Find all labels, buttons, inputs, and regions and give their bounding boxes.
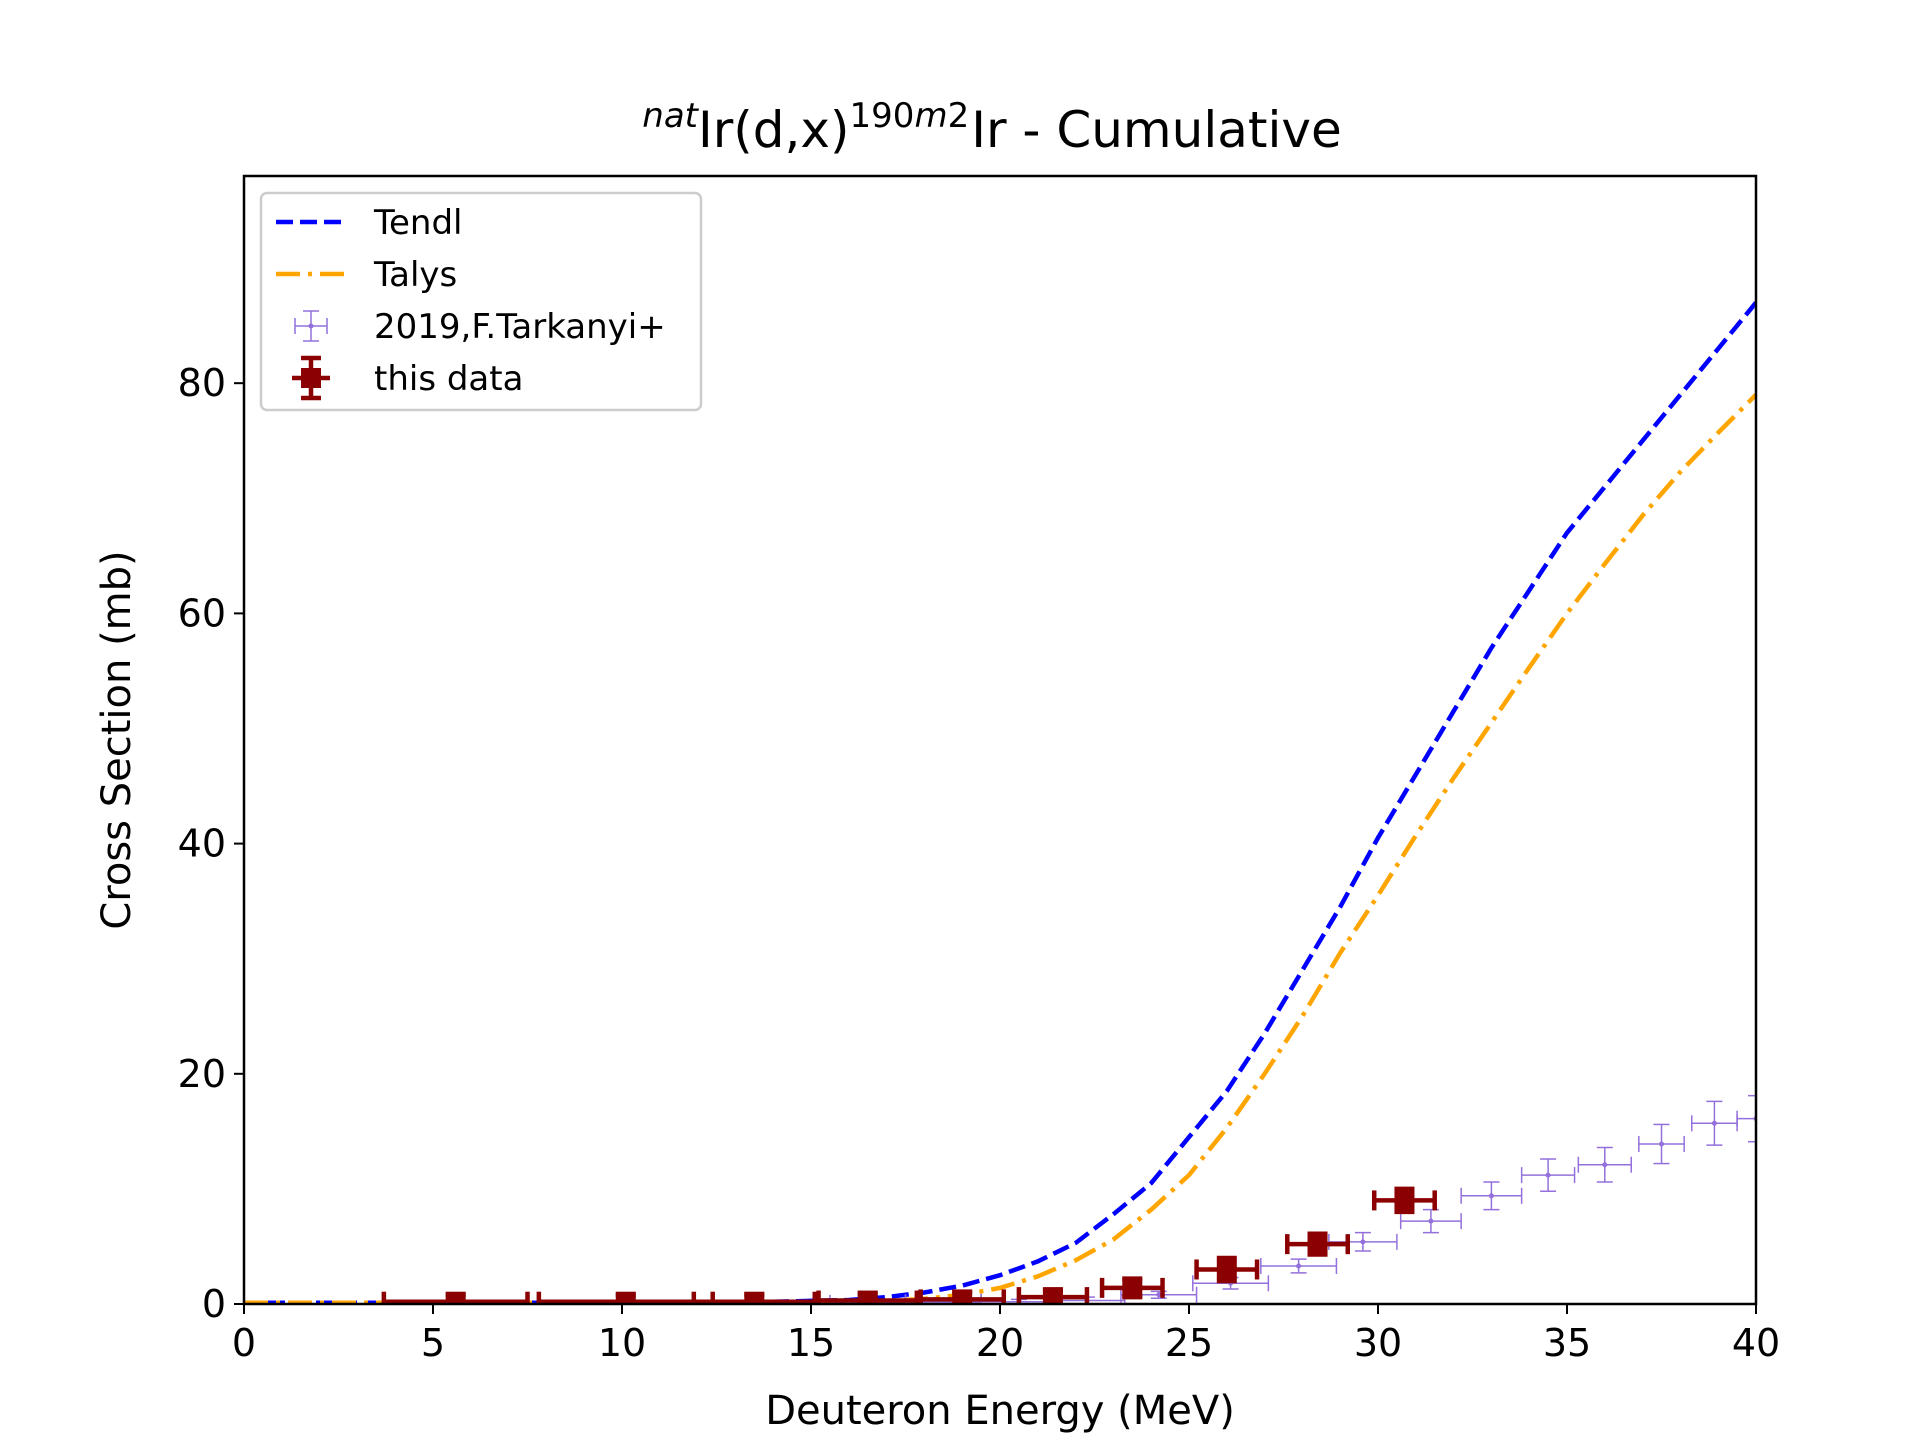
series-layer (244, 301, 1756, 1304)
chart-title: natIr(d,x)190m2Ir - Cumulative (642, 96, 1341, 159)
data-point-this-data (816, 1290, 920, 1304)
title-product-superscript: 190m2 (850, 96, 970, 136)
title-main: Ir(d,x) (698, 101, 850, 159)
x-axis-ticks: 0 5 10 15 20 25 30 35 40 (232, 1304, 1780, 1365)
title-prefix-superscript: nat (642, 96, 699, 136)
x-tick-label: 15 (787, 1321, 835, 1365)
data-point-this-data (1285, 1231, 1351, 1257)
title-suffix: Ir - Cumulative (971, 101, 1342, 159)
x-tick-label: 0 (232, 1321, 256, 1365)
data-point-this-data (1194, 1255, 1260, 1284)
title-product-level: 2 (948, 96, 970, 136)
y-axis-ticks: 0 20 40 60 80 (178, 361, 244, 1326)
x-tick-label: 40 (1732, 1321, 1780, 1365)
x-tick-label: 10 (598, 1321, 646, 1365)
data-point-this-data (381, 1291, 530, 1304)
legend: Tendl Talys 2019,F.Tarkanyi+ this data (259, 191, 703, 412)
data-point-this-data (1371, 1186, 1437, 1215)
legend-swatch-this-data (292, 355, 330, 401)
y-axis-label: Cross Section (mb) (94, 550, 140, 929)
legend-label-this-data: this data (374, 359, 523, 399)
data-point-this-data (691, 1291, 818, 1304)
data-point-2019-f-tarkanyi (1577, 1146, 1633, 1183)
legend-label-tendl: Tendl (373, 203, 463, 243)
data-point-2019-f-tarkanyi (1520, 1158, 1576, 1192)
x-tick-label: 35 (1543, 1321, 1591, 1365)
y-tick-label: 40 (178, 822, 226, 866)
y-tick-label: 20 (178, 1052, 226, 1096)
x-tick-label: 5 (421, 1321, 445, 1365)
legend-swatch-tarkanyi (294, 310, 328, 342)
x-tick-label: 25 (1165, 1321, 1213, 1365)
data-point-2019-f-tarkanyi (1460, 1181, 1523, 1211)
legend-frame (259, 191, 703, 412)
x-tick-label: 20 (976, 1321, 1024, 1365)
legend-label-tarkanyi: 2019,F.Tarkanyi+ (374, 307, 666, 347)
data-point-this-data (1099, 1276, 1165, 1300)
legend-label-talys: Talys (373, 255, 457, 295)
y-tick-label: 0 (202, 1282, 226, 1326)
title-product-mass: 190 (850, 96, 915, 136)
y-tick-label: 60 (178, 591, 226, 635)
data-point-2019-f-tarkanyi (1638, 1123, 1685, 1165)
title-product-isomer: m (914, 96, 947, 136)
data-point-this-data (1016, 1287, 1090, 1304)
x-axis-label: Deuteron Energy (MeV) (765, 1388, 1235, 1434)
y-tick-label: 80 (178, 361, 226, 405)
series-this-data (381, 1186, 1437, 1304)
x-tick-label: 30 (1354, 1321, 1402, 1365)
data-point-2019-f-tarkanyi (1260, 1258, 1338, 1275)
data-point-2019-f-tarkanyi (1328, 1231, 1398, 1252)
